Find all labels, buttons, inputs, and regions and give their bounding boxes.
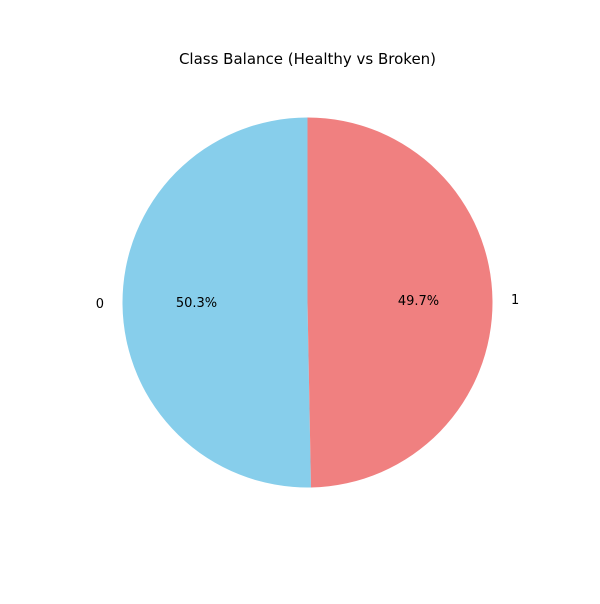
pie-slice-0 <box>122 117 311 488</box>
pie-percent-label-0: 50.3% <box>176 296 217 311</box>
pie-labels: 50.3% 0 49.7% 1 <box>96 293 520 312</box>
chart-title: Class Balance (Healthy vs Broken) <box>179 50 436 68</box>
pie-category-label-0: 0 <box>96 297 104 312</box>
pie-slice-1 <box>307 117 493 488</box>
pie-percent-label-1: 49.7% <box>398 294 439 309</box>
pie-slices <box>122 117 493 488</box>
pie-category-label-1: 1 <box>511 293 519 308</box>
